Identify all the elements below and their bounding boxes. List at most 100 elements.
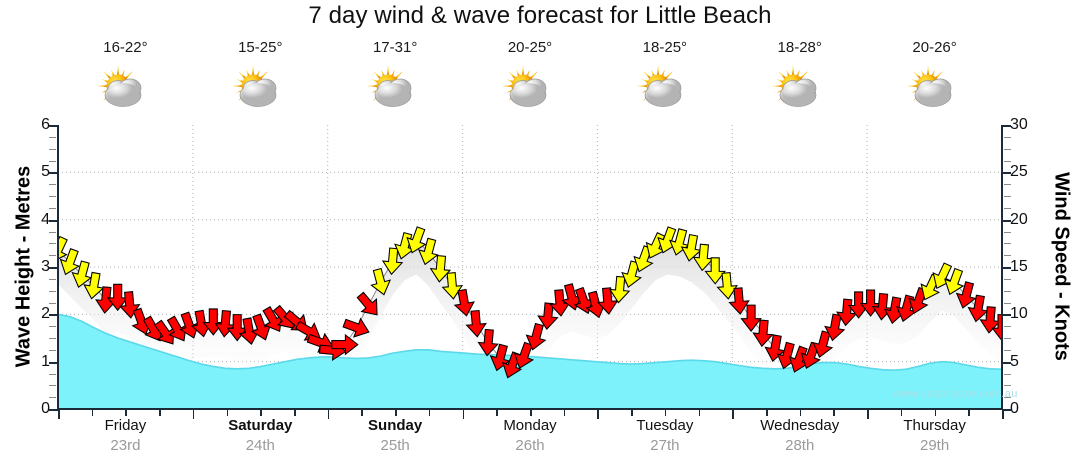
day-name: Sunday bbox=[368, 417, 423, 434]
right-minor-tick bbox=[1004, 207, 1011, 209]
temperature-range: 20-26° bbox=[912, 39, 957, 56]
left-major-tick bbox=[49, 409, 58, 411]
right-tick-label: 0 bbox=[1010, 400, 1019, 417]
day-header-friday: 16-22° bbox=[58, 38, 193, 124]
x-minor-tick bbox=[934, 410, 937, 416]
right-minor-tick bbox=[1004, 231, 1011, 233]
day-footer-strip: Friday 23rd Saturday 24th Sunday 25th Monday 26… bbox=[58, 416, 1002, 472]
right-minor-tick bbox=[1004, 160, 1011, 162]
wind-direction-arrows bbox=[58, 226, 1002, 379]
wind-arrow bbox=[417, 237, 439, 266]
right-tick-label: 10 bbox=[1010, 305, 1028, 323]
left-major-tick bbox=[49, 125, 58, 127]
wind-arrow bbox=[835, 298, 858, 327]
right-major-tick bbox=[1002, 267, 1011, 269]
day-name: Tuesday bbox=[636, 417, 694, 434]
day-header-saturday: 15-25° bbox=[193, 38, 328, 124]
right-minor-tick bbox=[1004, 349, 1011, 351]
right-minor-tick bbox=[1004, 255, 1011, 257]
left-minor-tick bbox=[49, 231, 56, 233]
right-major-tick bbox=[1002, 219, 1011, 222]
x-minor-tick bbox=[664, 410, 667, 416]
day-header-tuesday: 18-25° bbox=[597, 38, 732, 124]
day-label-saturday: Saturday 24th bbox=[193, 416, 328, 472]
wind-arrow bbox=[83, 271, 105, 300]
wind-arrow bbox=[979, 306, 1001, 334]
left-minor-tick bbox=[49, 373, 56, 375]
wind-arrow bbox=[342, 317, 370, 338]
wind-arrow bbox=[381, 247, 404, 276]
x-minor-tick bbox=[530, 410, 532, 416]
x-minor-tick bbox=[698, 410, 701, 416]
wind-arrow bbox=[370, 267, 392, 296]
wind-arrow bbox=[106, 283, 129, 312]
wind-arrow bbox=[477, 328, 499, 357]
wind-arrow bbox=[680, 234, 702, 262]
x-minor-tick bbox=[631, 410, 633, 416]
left-tick-label: 0 bbox=[41, 400, 50, 417]
partly-cloudy-icon bbox=[764, 60, 836, 123]
partly-cloudy-icon bbox=[494, 60, 566, 123]
wind-arrow bbox=[967, 294, 989, 323]
left-minor-tick bbox=[49, 136, 56, 138]
right-tick-label: 15 bbox=[1010, 258, 1028, 275]
wind-arrow bbox=[728, 287, 750, 315]
right-tick-label: 20 bbox=[1010, 210, 1028, 228]
watermark: www.seabreeze.com.au bbox=[893, 388, 1018, 400]
left-tick-label: 2 bbox=[41, 305, 50, 323]
day-date: 26th bbox=[515, 437, 545, 454]
x-major-tick bbox=[327, 410, 330, 419]
right-minor-tick bbox=[1004, 148, 1011, 150]
day-name: Wednesday bbox=[760, 417, 840, 434]
left-minor-tick bbox=[49, 349, 56, 351]
wind-arrow bbox=[621, 260, 642, 288]
wind-arrow bbox=[596, 287, 619, 315]
wind-arrow bbox=[824, 313, 846, 342]
day-date: 27th bbox=[650, 437, 680, 454]
day-name: Monday bbox=[503, 417, 557, 434]
x-minor-tick bbox=[91, 410, 94, 416]
temperature-range: 15-25° bbox=[238, 39, 283, 56]
left-tick-label: 6 bbox=[41, 116, 50, 133]
day-label-tuesday: Tuesday 27th bbox=[597, 416, 732, 472]
day-name: Saturday bbox=[228, 417, 293, 434]
day-name: Friday bbox=[104, 417, 147, 434]
left-minor-tick bbox=[49, 290, 56, 292]
right-minor-tick bbox=[1004, 243, 1011, 245]
x-minor-tick bbox=[900, 410, 903, 416]
left-major-tick bbox=[49, 314, 58, 317]
left-axis-line bbox=[57, 125, 59, 410]
right-minor-tick bbox=[1004, 196, 1011, 197]
left-minor-tick bbox=[49, 326, 56, 328]
x-major-tick bbox=[597, 410, 599, 419]
wind-arrow bbox=[800, 341, 821, 370]
temperature-range: 18-25° bbox=[642, 39, 688, 56]
x-minor-tick bbox=[563, 410, 566, 416]
left-minor-tick bbox=[49, 196, 56, 197]
right-minor-tick bbox=[1004, 136, 1011, 138]
wind-arrow bbox=[716, 272, 738, 300]
wind-arrow bbox=[179, 311, 200, 339]
left-minor-tick bbox=[49, 243, 56, 245]
day-label-friday: Friday 23rd bbox=[58, 416, 193, 472]
x-major-tick bbox=[462, 410, 465, 419]
right-minor-tick bbox=[1004, 290, 1011, 292]
wind-arrow bbox=[549, 289, 571, 317]
x-minor-tick bbox=[159, 410, 161, 416]
right-major-tick bbox=[1002, 361, 1011, 364]
left-minor-tick bbox=[49, 184, 56, 186]
left-minor-tick bbox=[49, 148, 56, 150]
day-date: 29th bbox=[919, 437, 950, 454]
x-major-tick bbox=[1002, 410, 1004, 419]
x-major-tick bbox=[732, 410, 734, 419]
right-major-tick bbox=[1002, 409, 1011, 411]
left-minor-tick bbox=[49, 255, 56, 257]
left-minor-tick bbox=[49, 397, 56, 399]
wind-arrow bbox=[251, 313, 272, 341]
left-tick-label: 1 bbox=[41, 352, 50, 370]
right-major-tick bbox=[1002, 314, 1011, 317]
temperature-range: 17-31° bbox=[372, 39, 418, 56]
left-minor-tick bbox=[49, 207, 56, 209]
day-date: 23rd bbox=[110, 437, 141, 454]
